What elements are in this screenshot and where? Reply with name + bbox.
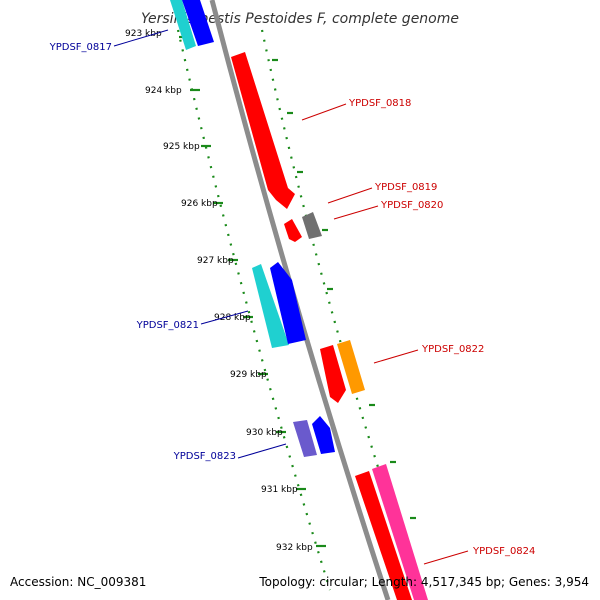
gene-ypdsf-0823-purple [293,420,317,457]
gene-ypdsf-0820 [302,212,322,239]
leader-ypdsf-0824 [423,550,469,565]
gene-ypdsf-0817-cyan [170,0,196,50]
gene-ypdsf-0824-pink [372,464,428,600]
kbp-label-929: 929 kbp [230,370,267,380]
label-ypdsf-0822[interactable]: YPDSF_0822 [421,344,484,355]
leader-ypdsf-0823 [237,443,287,459]
label-ypdsf-0823[interactable]: YPDSF_0823 [173,451,236,462]
kbp-label-930: 930 kbp [246,428,283,438]
gene-ypdsf-0823 [312,416,335,454]
gene-ypdsf-0821 [270,262,306,344]
reverse-strand-genes [170,0,335,457]
kbp-label-923: 923 kbp [125,29,162,39]
leader-ypdsf-0821 [200,310,249,325]
kbp-label-931: 931 kbp [261,485,298,495]
kbp-label-924: 924 kbp [145,86,182,96]
label-ypdsf-0824[interactable]: YPDSF_0824 [472,546,535,557]
leader-ypdsf-0822 [373,349,419,364]
label-ypdsf-0821[interactable]: YPDSF_0821 [136,320,199,331]
genome-backbone [209,0,391,600]
kbp-label-928: 928 kbp [214,313,251,323]
leader-ypdsf-0817 [113,29,169,47]
label-ypdsf-0818[interactable]: YPDSF_0818 [348,98,411,109]
gene-ypdsf-0821-cyan [252,264,289,348]
kbp-label-925: 925 kbp [163,142,200,152]
kbp-label-927: 927 kbp [197,256,234,266]
label-leaders [113,29,469,565]
gene-ypdsf-0819 [284,219,302,242]
leader-ypdsf-0818 [301,103,347,121]
label-ypdsf-0819[interactable]: YPDSF_0819 [374,182,437,193]
leader-ypdsf-0819 [327,187,373,204]
leader-ypdsf-0820 [333,205,379,220]
gene-ypdsf-0818 [231,52,295,209]
gene-ypdsf-0824 [355,471,412,600]
forward-strand-genes [231,52,428,600]
gene-ypdsf-0817 [182,0,214,46]
gene-labels: YPDSF_0817 YPDSF_0818 YPDSF_0819 YPDSF_0… [49,42,536,557]
kbp-label-926: 926 kbp [181,199,218,209]
label-ypdsf-0820[interactable]: YPDSF_0820 [380,200,443,211]
accession-text: Accession: NC_009381 [10,575,146,589]
gene-ypdsf-0822 [320,345,346,403]
kbp-label-932: 932 kbp [276,543,313,553]
gene-ypdsf-0822-orange [337,340,365,394]
label-ypdsf-0817[interactable]: YPDSF_0817 [49,42,112,53]
genome-summary-text: Topology: circular; Length: 4,517,345 bp… [258,575,589,589]
kbp-labels: 923 kbp 924 kbp 925 kbp 926 kbp 927 kbp … [125,29,313,553]
